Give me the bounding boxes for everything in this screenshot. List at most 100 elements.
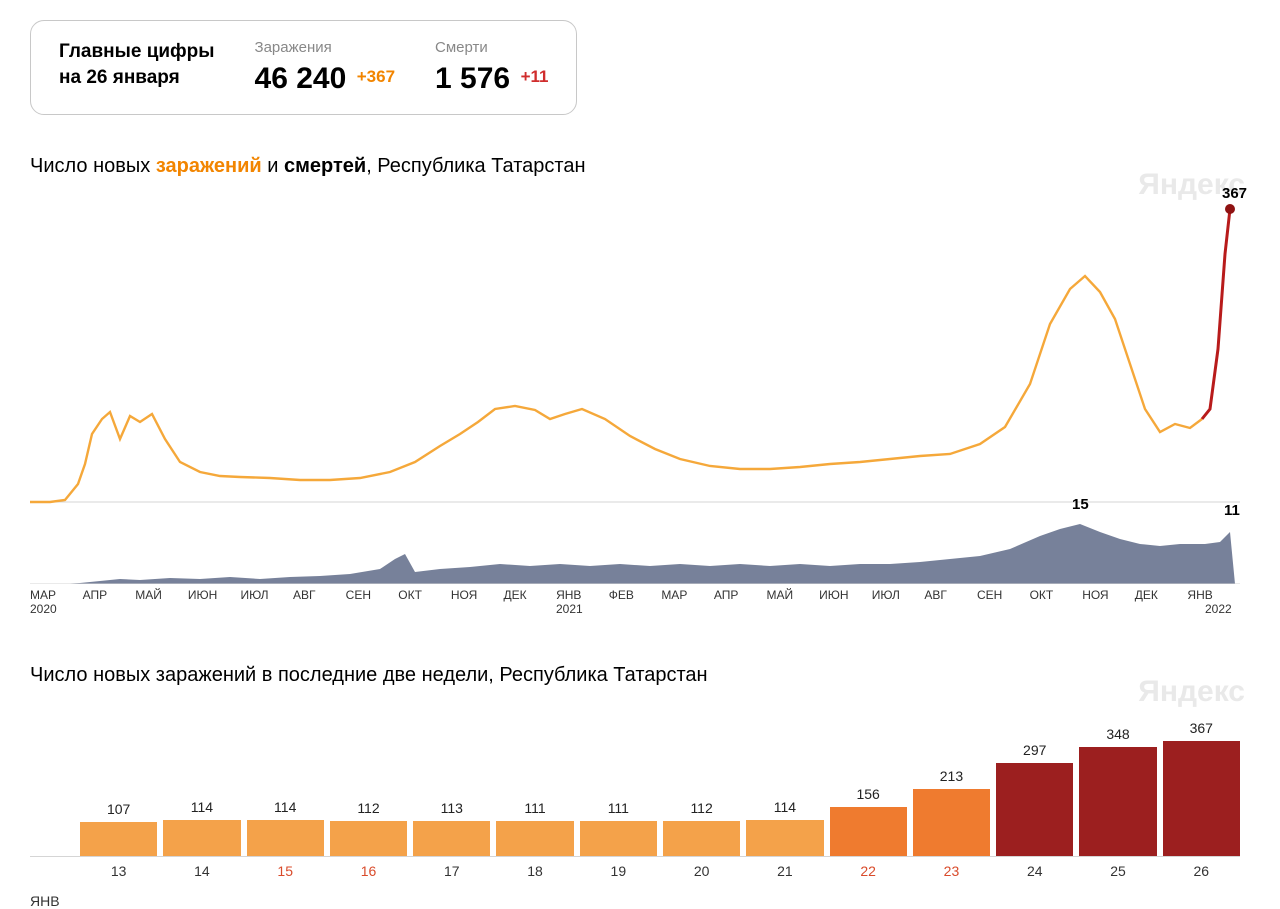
month-tick: ЯНВ [556,588,609,602]
watermark: Яндекс [1138,675,1245,709]
bar-item: 213 [913,717,990,856]
summary-title-l2: на 26 января [59,67,180,88]
month-tick: ИЮЛ [240,588,293,602]
infections-label: Заражения [255,39,396,56]
bar-item: 114 [163,717,240,856]
timeseries-chart: 367 15 11 МАРАПРМАЙИЮНИЮЛАВГСЕНОКТНОЯДЕК… [30,184,1240,618]
chart1-title-suffix: , Республика Татарстан [366,155,585,177]
bar-item: 113 [413,717,490,856]
chart1-title-mid: и [262,155,284,177]
bars-row: 107 114 114 112 113 111 111 112 114 156 213 297 348 3… [30,717,1240,857]
deaths-value: 1 576 [435,62,510,96]
month-axis: МАРАПРМАЙИЮНИЮЛАВГСЕНОКТНОЯДЕКЯНВФЕВМАРА… [30,588,1240,602]
year-tick: 2020 [30,602,57,616]
chart2-title: Число новых заражений в последние две не… [30,664,1250,687]
infections-value: 46 240 [255,62,347,96]
bar-day-label: 20 [663,863,740,879]
bar-rect [580,821,657,856]
bar-value-label: 111 [608,800,629,816]
bar-rect [330,821,407,856]
bar-day-label: 22 [830,863,907,879]
year-tick: 2022 [1205,602,1232,616]
bar-item: 112 [663,717,740,856]
month-tick: ИЮЛ [872,588,925,602]
bar-day-label: 16 [330,863,407,879]
bar-rect [496,821,573,856]
bar-rect [163,820,240,856]
chart1-title-orange: заражений [156,155,262,177]
month-tick: МАЙ [135,588,188,602]
bar-day-label: 14 [163,863,240,879]
bar-rect [663,821,740,856]
bar-day-label: 19 [580,863,657,879]
chart1-title-bold: смертей [284,155,366,177]
bar-day-label: 17 [413,863,490,879]
infections-end-label: 367 [1222,185,1247,202]
month-tick: МАР [661,588,714,602]
month-tick: НОЯ [1082,588,1135,602]
bar-day-label: 23 [913,863,990,879]
month-tick: ДЕК [1135,588,1188,602]
bar-rect [80,822,157,856]
deaths-end-label: 11 [1224,502,1240,519]
bar-item: 111 [580,717,657,856]
bar-item: 348 [1079,717,1156,856]
month-tick: НОЯ [451,588,504,602]
bar-value-label: 156 [856,786,879,802]
deaths-stat: Смерти 1 576 +11 [435,39,548,96]
bar-day-label: 21 [746,863,823,879]
month-tick: АПР [83,588,136,602]
bar-item: 367 [1163,717,1240,856]
bar-day-label: 15 [247,863,324,879]
chart1-title: Число новых заражений и смертей, Республ… [30,155,1250,178]
bar-value-label: 112 [690,800,712,816]
month-tick: ОКТ [1030,588,1083,602]
month-tick: СЕН [346,588,399,602]
bar-rect [1079,747,1156,856]
deaths-area-svg [30,514,1240,584]
bar-day-label: 25 [1079,863,1156,879]
month-tick: ФЕВ [609,588,662,602]
bar-rect [913,789,990,856]
bar-value-label: 114 [774,799,796,815]
month-tick: СЕН [977,588,1030,602]
year-tick: 2021 [556,602,583,616]
bar-day-label: 24 [996,863,1073,879]
bar-month-label: ЯНВ [30,893,60,909]
bar-item: 107 [80,717,157,856]
bar-item: 111 [496,717,573,856]
bar-value-label: 112 [357,800,379,816]
bar-value-label: 297 [1023,742,1046,758]
bar-day-label: 26 [1163,863,1240,879]
bar-item: 114 [746,717,823,856]
month-tick: ИЮН [819,588,872,602]
bar-day-axis: 1314151617181920212223242526 [30,863,1240,879]
month-tick: ОКТ [398,588,451,602]
bar-value-label: 348 [1106,726,1129,742]
bar-item: 112 [330,717,407,856]
month-tick: ДЕК [503,588,556,602]
month-tick: АВГ [924,588,977,602]
infections-stat: Заражения 46 240 +367 [255,39,396,96]
month-tick: АВГ [293,588,346,602]
month-tick: АПР [714,588,767,602]
bar-value-label: 114 [274,799,296,815]
bar-rect [1163,741,1240,856]
bar-item: 114 [247,717,324,856]
bar-value-label: 107 [107,801,130,817]
chart1-title-prefix: Число новых [30,155,156,177]
bar-value-label: 113 [441,800,463,816]
infections-line-svg [30,184,1240,504]
bar-rect [996,763,1073,856]
bar-rect [746,820,823,856]
summary-box: Главные цифры на 26 января Заражения 46 … [30,20,577,115]
bar-item: 156 [830,717,907,856]
bar-rect [247,820,324,856]
month-tick: ИЮН [188,588,241,602]
bar-rect [413,821,490,856]
bar-value-label: 114 [191,799,213,815]
month-tick: МАЙ [767,588,820,602]
month-tick: ЯНВ [1187,588,1240,602]
month-tick: МАР [30,588,83,602]
bar-day-label: 18 [496,863,573,879]
